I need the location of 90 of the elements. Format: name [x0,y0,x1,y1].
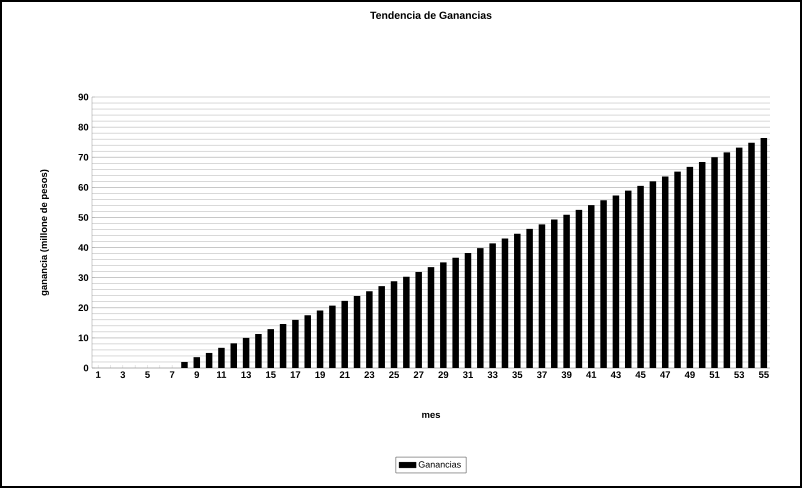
bar [736,148,742,368]
bar [748,142,755,368]
y-tick-label: 90 [78,94,88,100]
bar [551,220,558,368]
x-tick-label: 11 [217,371,226,378]
x-tick-label: 55 [758,371,769,378]
x-tick-label: 9 [194,371,200,378]
x-tick-label: 3 [120,371,126,378]
x-axis-title: mes [422,412,440,418]
x-tick-label: 27 [414,371,424,378]
bar [316,310,324,368]
x-tick-label: 7 [170,371,174,378]
bar [181,362,188,368]
x-tick-label: 37 [536,371,547,378]
bar [267,329,274,368]
x-tick-label: 23 [364,371,374,378]
bar [674,172,681,368]
bar [280,324,286,368]
legend-label: Ganancias [418,461,461,468]
x-tick-label: 13 [241,371,252,378]
y-tick-label: 20 [78,304,88,312]
x-tick-label: 35 [512,371,522,378]
bar [489,243,496,368]
y-tick-label: 50 [78,214,88,221]
bar [304,315,311,368]
bar [230,343,238,368]
bar [255,334,262,368]
x-tick-label: 47 [660,371,670,378]
bar [428,267,434,368]
bar [662,176,668,368]
bar [650,181,656,368]
bar [563,214,570,368]
bar [724,152,730,368]
bar [415,272,422,368]
bar [366,291,373,368]
y-tick-label: 80 [78,124,88,130]
x-tick-label: 51 [710,371,720,378]
x-tick-label: 31 [462,371,473,378]
x-tick-label: 43 [610,371,621,378]
y-tick-label: 0 [84,364,88,372]
x-tick-label: 33 [488,371,498,378]
y-axis-title: ganancia (millone de pesos) [40,170,49,296]
bar [440,262,447,368]
x-tick-label: 1 [96,371,101,378]
y-tick-label: 10 [78,334,88,342]
bar [588,205,595,368]
bar [341,300,348,368]
bar [292,320,299,368]
x-tick-label: 53 [734,371,744,378]
x-tick-label: 25 [389,371,400,378]
x-tick-label: 17 [290,371,300,378]
bar [538,224,546,368]
x-tick-label: 41 [586,371,596,378]
bar [502,238,508,368]
bar [600,200,607,368]
y-tick-label: 70 [78,154,88,161]
x-tick-label: 5 [145,371,150,378]
bar [403,276,410,368]
bar [477,248,484,368]
bar [526,228,533,368]
bar [624,190,632,368]
bar [464,252,472,368]
x-tick-label: 39 [562,371,572,378]
bar [329,306,336,368]
y-tick-label: 40 [78,244,88,251]
bar [711,157,718,368]
x-tick-label: 21 [340,371,350,378]
bar [760,138,768,368]
bar [686,166,694,368]
y-tick-label: 30 [78,274,88,282]
x-tick-label: 29 [438,371,448,378]
x-tick-label: 19 [315,371,325,378]
bar [576,210,582,368]
bar [452,258,459,368]
bar [242,338,250,368]
y-tick-label: 60 [78,184,88,191]
bar [194,357,200,368]
bar [390,281,398,368]
bar [637,186,644,368]
bar [514,234,521,368]
x-tick-label: 15 [266,371,276,378]
bar [698,162,706,368]
chart-title: Tendencia de Ganancias [370,11,492,19]
bar [378,286,385,368]
x-tick-label: 45 [635,371,646,378]
bar [218,348,225,368]
bar [612,195,620,368]
bar [354,296,360,368]
x-tick-label: 49 [684,371,695,378]
bar [206,352,212,368]
